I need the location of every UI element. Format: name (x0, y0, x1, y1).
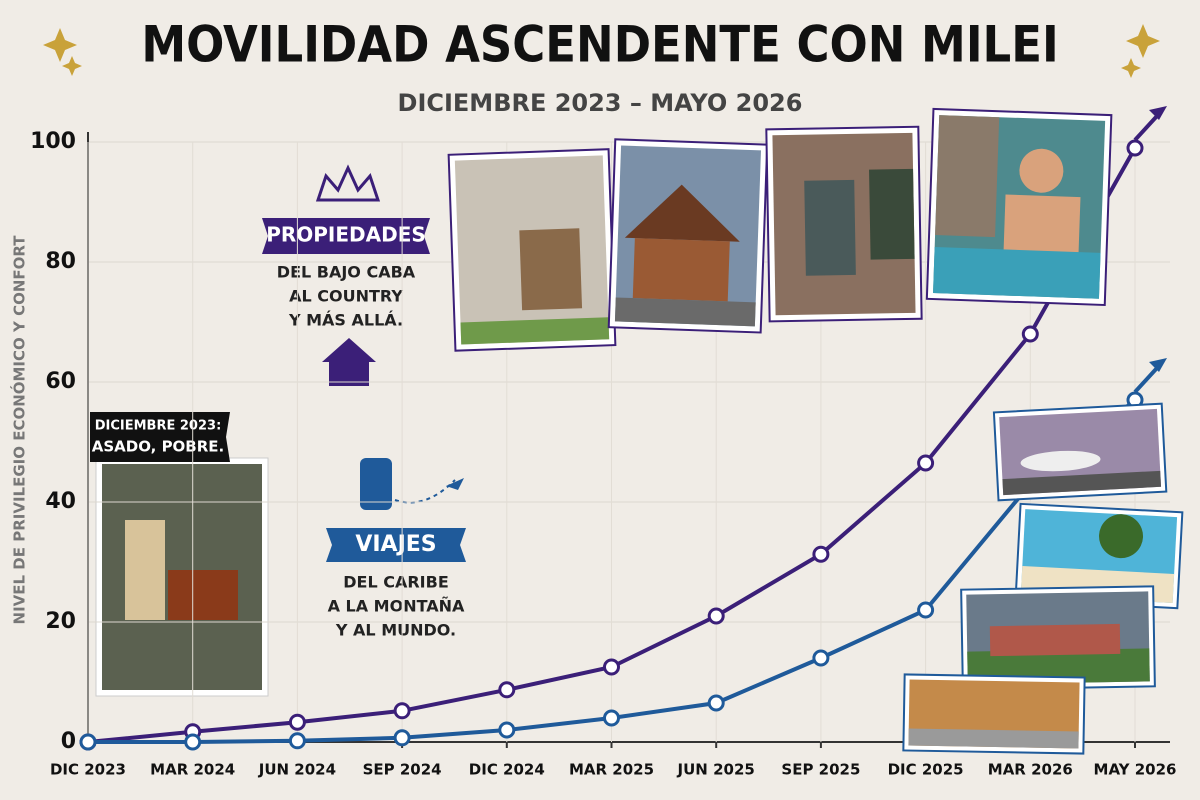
banner (90, 412, 230, 462)
point (707, 694, 725, 712)
house-icon (322, 338, 376, 386)
banner (262, 218, 430, 254)
photo-frame (960, 585, 1156, 691)
point (498, 721, 516, 739)
photo-detail (168, 570, 238, 620)
banner (326, 528, 466, 562)
photo-frame (765, 125, 923, 323)
arrow (1133, 366, 1159, 394)
x-tick-label: DIC 2024 (469, 761, 545, 779)
x-tick-label: DIC 2023 (50, 761, 126, 779)
chart-title: MOVILIDAD ASCENDENTE CON MILEI (141, 16, 1058, 74)
y-tick-label: 100 (30, 129, 76, 154)
x-tick-label: JUN 2024 (258, 761, 336, 779)
annotation-text: Y AL MUNDO. (335, 621, 456, 640)
annotation-text: Y MÁS ALLÁ. (288, 311, 403, 330)
arrow (1133, 114, 1159, 142)
y-tick-label: 40 (45, 489, 76, 514)
point (707, 607, 725, 625)
annotation-text: DEL CARIBE (343, 573, 449, 592)
y-tick-label: 20 (45, 609, 76, 634)
photo-detail (125, 520, 165, 620)
annotation-text: AL COUNTRY (289, 287, 403, 306)
point (917, 454, 935, 472)
y-tick-label: 60 (45, 369, 76, 394)
point (1021, 325, 1039, 343)
point (603, 658, 620, 676)
x-tick-label: SEP 2024 (363, 761, 442, 779)
point (288, 732, 306, 750)
point (812, 649, 830, 667)
point (812, 545, 830, 563)
x-tick-label: SEP 2025 (781, 761, 860, 779)
annotation-text: ASADO, POBRE. (92, 438, 225, 456)
point (184, 733, 202, 751)
photo-frame (902, 673, 1086, 755)
annotation-title: VIAJES (355, 532, 436, 557)
photo-frame (992, 402, 1168, 502)
photo-frame (447, 148, 617, 352)
y-axis-label: NIVEL DE PRIVILEGIO ECONÓMICO Y CONFORT (10, 235, 29, 625)
x-tick-label: MAR 2026 (988, 761, 1073, 779)
x-tick-label: DIC 2025 (888, 761, 964, 779)
x-tick-label: JUN 2025 (677, 761, 755, 779)
annotation-text: DICIEMBRE 2023: (95, 419, 222, 434)
point (393, 702, 411, 720)
x-tick-label: MAR 2025 (569, 761, 654, 779)
annotation-text: A LA MONTAÑA (328, 597, 465, 616)
chart-subtitle: DICIEMBRE 2023 – MAYO 2026 (398, 89, 803, 117)
photo-frame (925, 107, 1113, 307)
point (498, 681, 516, 699)
y-tick-label: 80 (45, 249, 76, 274)
x-tick-label: MAY 2026 (1094, 761, 1177, 779)
annotation-title: PROPIEDADES (266, 223, 426, 247)
point (603, 709, 620, 727)
plane-icon (446, 478, 464, 490)
arrow-head (1149, 106, 1167, 120)
crown-icon (315, 164, 381, 202)
x-tick-label: MAR 2024 (150, 761, 235, 779)
annotation-text: DEL BAJO CABA (277, 263, 416, 282)
suitcase-icon (360, 458, 392, 510)
arrow-head (1149, 358, 1167, 372)
point (79, 733, 97, 751)
point (288, 713, 306, 731)
photo-frame (607, 138, 769, 334)
point (1126, 139, 1144, 157)
point (393, 729, 411, 747)
y-tick-label: 0 (61, 729, 76, 754)
point (917, 601, 935, 619)
